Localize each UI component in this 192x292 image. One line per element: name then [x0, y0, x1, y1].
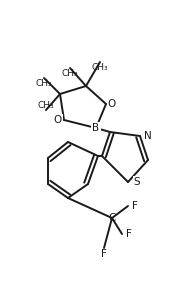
Text: O: O [108, 99, 116, 109]
Text: F: F [126, 229, 132, 239]
Text: CH₃: CH₃ [92, 62, 108, 72]
Text: N: N [144, 131, 152, 141]
Text: B: B [92, 123, 100, 133]
Text: CH₃: CH₃ [62, 69, 78, 77]
Text: F: F [132, 201, 138, 211]
Text: CH₃: CH₃ [36, 79, 52, 88]
Text: CH₃: CH₃ [38, 100, 54, 110]
Text: C: C [108, 213, 116, 223]
Text: F: F [101, 249, 107, 259]
Text: S: S [134, 177, 140, 187]
Text: O: O [54, 115, 62, 125]
